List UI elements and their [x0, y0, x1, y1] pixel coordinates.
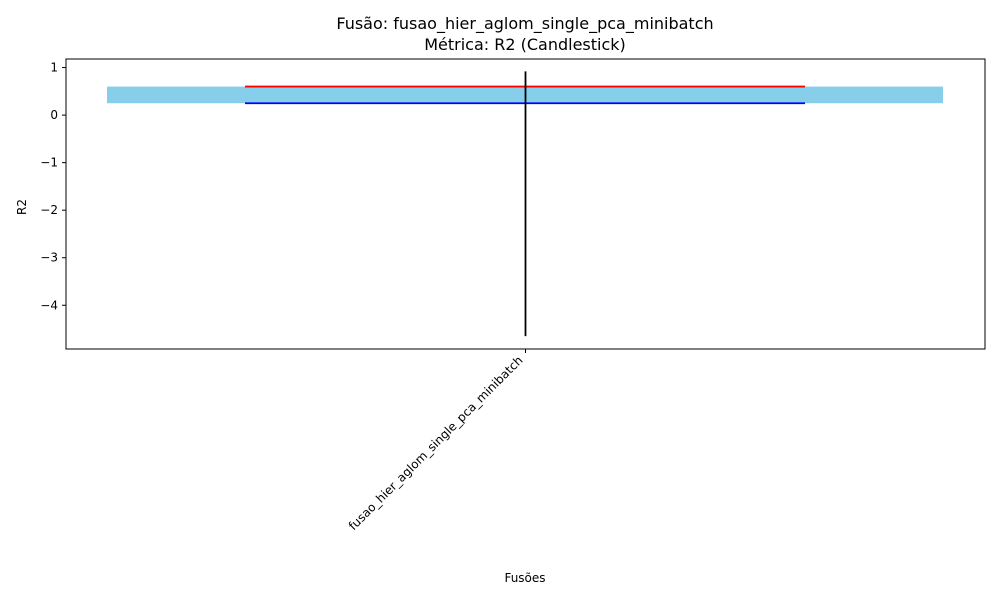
y-tick-label: 0 — [50, 108, 58, 122]
y-tick-label: −4 — [40, 298, 58, 312]
x-axis-label: Fusões — [504, 571, 545, 585]
plot-area: 1 0 −1 −2 −3 −4 fusao_hier_aglom_single_pca_mi… — [40, 58, 986, 533]
y-axis-label: R2 — [15, 199, 29, 215]
chart-subtitle: Métrica: R2 (Candlestick) — [424, 35, 626, 54]
chart-title: Fusão: fusao_hier_aglom_single_pca_minib… — [336, 14, 713, 34]
y-tick-label: −3 — [40, 251, 58, 265]
y-tick-label: 1 — [50, 61, 58, 75]
x-tick-label: fusao_hier_aglom_single_pca_minibatch — [346, 353, 526, 533]
y-tick-label: −2 — [40, 203, 58, 217]
y-tick-label: −1 — [40, 156, 58, 170]
